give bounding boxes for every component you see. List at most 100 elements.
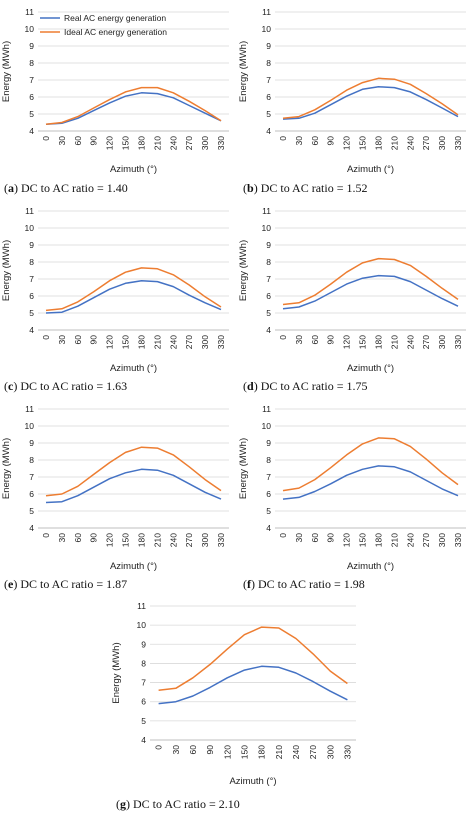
series-line-real [45, 92, 222, 125]
caption-b: (b) DC to AC ratio = 1.52 [243, 181, 368, 195]
y-tick-label: 6 [29, 489, 34, 499]
x-tick-label: 30 [294, 335, 304, 345]
x-tick-label: 0 [278, 136, 288, 141]
x-tick-label: 120 [105, 533, 115, 547]
y-tick-label: 4 [141, 735, 146, 745]
y-tick-label: 8 [141, 658, 146, 668]
legend-label-ideal: Ideal AC energy generation [64, 27, 167, 37]
x-tick-label: 210 [389, 533, 399, 547]
y-tick-label: 11 [137, 601, 146, 611]
x-tick-label: 330 [342, 745, 352, 759]
y-tick-label: 5 [266, 109, 271, 119]
x-axis-title: Azimuth (°) [347, 561, 394, 572]
y-tick-label: 7 [266, 274, 271, 284]
x-tick-label: 60 [310, 533, 320, 543]
x-tick-label: 120 [105, 335, 115, 349]
x-tick-label: 30 [57, 335, 67, 345]
series-line-real [45, 279, 222, 314]
caption-text-g: DC to AC ratio = 2.10 [130, 797, 240, 811]
x-tick-label: 0 [278, 533, 288, 538]
x-tick-label: 30 [294, 136, 304, 146]
x-tick-label: 90 [89, 533, 99, 543]
x-axis-title: Azimuth (°) [229, 776, 276, 787]
x-tick-label: 180 [257, 745, 267, 759]
series-line-real [282, 465, 459, 500]
x-tick-label: 60 [188, 745, 198, 755]
caption-letter-b: b [247, 181, 254, 195]
caption-letter-g: g [120, 797, 126, 811]
caption-text-a: DC to AC ratio = 1.40 [18, 181, 128, 195]
x-tick-label: 270 [421, 335, 431, 349]
y-tick-label: 11 [25, 206, 34, 216]
y-tick-label: 7 [266, 472, 271, 482]
chart-f: 4 5 6 7 8 9 10 11 0 30 60 90 120 150 180 210 240 270 300 33… [238, 404, 466, 572]
y-tick-label: 11 [25, 404, 34, 414]
caption-text-d: DC to AC ratio = 1.75 [257, 379, 368, 393]
x-tick-label: 300 [200, 335, 210, 349]
y-tick-label: 4 [266, 523, 271, 533]
x-axis-title: Azimuth (°) [110, 363, 157, 374]
y-tick-label: 11 [262, 206, 271, 216]
x-axis-title: Azimuth (°) [110, 561, 157, 572]
x-tick-label: 150 [121, 335, 131, 349]
x-tick-label: 270 [421, 136, 431, 150]
x-tick-label: 330 [453, 335, 463, 349]
x-tick-label: 90 [326, 335, 336, 345]
y-tick-label: 4 [29, 523, 34, 533]
x-tick-label: 330 [453, 136, 463, 150]
y-tick-label: 9 [266, 240, 271, 250]
series-line-real [282, 86, 459, 120]
y-tick-label: 7 [141, 678, 146, 688]
x-tick-label: 150 [358, 335, 368, 349]
series-line-real [282, 274, 459, 310]
x-tick-label: 240 [291, 745, 301, 759]
caption-d: (d) DC to AC ratio = 1.75 [243, 379, 368, 393]
caption-letter-f: f [247, 577, 251, 591]
x-axis-title: Azimuth (°) [347, 164, 394, 175]
chart-c: 4 5 6 7 8 9 10 11 0 30 60 90 120 150 180 210 240 270 300 33… [1, 206, 229, 374]
chart-a: 4 5 6 7 8 9 10 11 0 30 60 90 120 150 180 210 240 270 300 33… [1, 7, 229, 175]
x-tick-label: 210 [274, 745, 284, 759]
y-tick-label: 8 [29, 257, 34, 267]
chart-d: 4 5 6 7 8 9 10 11 0 30 60 90 120 150 180 210 240 270 300 33… [238, 206, 466, 374]
y-tick-label: 6 [266, 92, 271, 102]
x-tick-label: 240 [405, 136, 415, 150]
y-tick-label: 4 [29, 325, 34, 335]
x-tick-label: 150 [358, 533, 368, 547]
x-tick-label: 0 [41, 533, 51, 538]
series-line-ideal [282, 77, 459, 120]
x-tick-label: 90 [205, 745, 215, 755]
caption-letter-e: e [8, 577, 14, 591]
x-tick-label: 90 [89, 335, 99, 345]
caption-text-f: DC to AC ratio = 1.98 [255, 577, 365, 591]
x-tick-label: 240 [405, 335, 415, 349]
x-tick-label: 300 [437, 335, 447, 349]
x-tick-label: 30 [294, 533, 304, 543]
x-tick-label: 120 [342, 335, 352, 349]
x-tick-label: 240 [168, 136, 178, 150]
y-tick-label: 5 [29, 506, 34, 516]
x-tick-label: 90 [89, 136, 99, 146]
x-tick-label: 240 [168, 533, 178, 547]
x-tick-label: 60 [310, 335, 320, 345]
x-tick-label: 150 [239, 745, 249, 759]
x-tick-label: 330 [216, 533, 226, 547]
x-tick-label: 150 [358, 136, 368, 150]
x-tick-label: 300 [325, 745, 335, 759]
y-tick-label: 4 [266, 325, 271, 335]
y-tick-label: 8 [29, 58, 34, 68]
caption-c: (c) DC to AC ratio = 1.63 [4, 379, 128, 393]
series-line-ideal [45, 267, 222, 312]
legend-label-real: Real AC energy generation [64, 13, 166, 23]
y-axis-title: Energy (MWh) [238, 438, 249, 499]
x-tick-label: 180 [373, 136, 383, 150]
x-tick-label: 150 [121, 533, 131, 547]
y-tick-label: 5 [141, 716, 146, 726]
x-tick-label: 210 [389, 335, 399, 349]
y-tick-label: 9 [266, 41, 271, 51]
x-tick-label: 270 [184, 335, 194, 349]
x-axis-title: Azimuth (°) [110, 164, 157, 175]
x-tick-label: 330 [216, 136, 226, 150]
x-tick-label: 210 [389, 136, 399, 150]
y-tick-label: 6 [29, 92, 34, 102]
